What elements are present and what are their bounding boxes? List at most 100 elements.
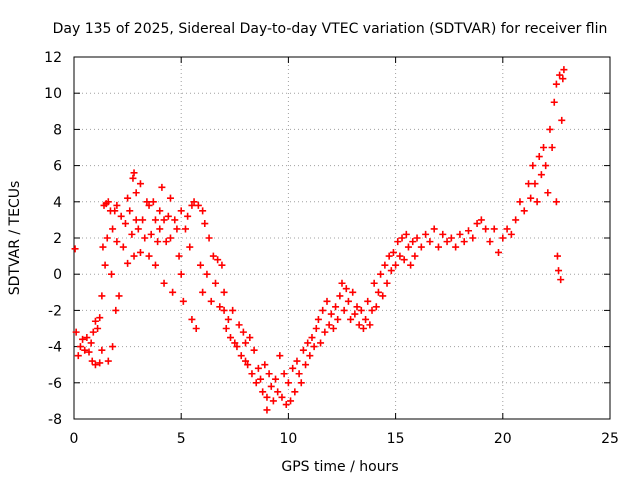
data-point [222,325,230,332]
data-point [233,343,241,351]
data-point [495,248,503,256]
data-point [344,297,352,305]
data-point [177,270,185,278]
data-point [552,198,560,206]
data-point [139,216,147,224]
data-point [482,225,490,233]
data-point [409,238,417,246]
data-point [173,225,181,233]
data-point [175,252,183,260]
data-point [349,288,357,296]
data-point [104,198,112,206]
data-point [357,306,365,314]
data-point [544,189,552,197]
data-point [192,325,200,332]
data-point [248,370,256,378]
data-point [242,357,250,365]
data-point [169,288,177,296]
data-point [336,292,344,300]
data-point [151,216,159,224]
data-point [327,310,335,318]
data-point [164,212,172,220]
data-point [113,201,121,209]
data-point [246,334,254,342]
data-point [136,248,144,256]
data-point [98,292,106,300]
data-point [188,201,196,209]
data-point [533,198,541,206]
data-point [280,370,288,378]
data-point [130,169,138,177]
y-tick-label: 8 [53,122,62,138]
data-point [392,261,400,269]
data-point [124,194,132,202]
y-axis-label: SDTVAR / TECUs [7,181,23,296]
data-point [537,171,545,179]
data-point [160,279,168,287]
data-point [254,364,262,372]
data-point [115,292,123,300]
data-point [237,352,245,360]
y-tick-label: -6 [48,376,62,392]
data-point [332,303,340,311]
data-point [529,162,537,170]
data-point [381,261,389,269]
data-point [379,292,387,300]
data-point [364,297,372,305]
data-point [109,343,117,351]
data-point [94,325,102,332]
data-point [239,328,247,336]
data-point [287,397,295,405]
data-point [99,243,107,251]
data-point [558,116,566,124]
data-point [242,339,250,347]
data-point [276,352,284,360]
data-point [342,285,350,293]
data-point [126,207,134,215]
data-point [387,267,395,275]
data-point [132,189,140,197]
data-point [145,252,153,260]
data-point [101,261,109,269]
tick-labels: 0 5 10 15 20 25 -8 -6 -4 -2 0 2 4 6 8 10 12 [44,50,619,447]
y-tick-label: 12 [44,50,62,66]
data-point [550,98,558,106]
data-point [559,75,567,83]
data-point [160,216,168,224]
y-tick-label: 10 [44,86,62,102]
data-point [553,252,561,260]
data-point [302,361,310,369]
data-point [104,357,112,365]
data-point [535,153,543,161]
data-point [272,375,280,383]
data-point [329,325,337,332]
data-point [372,303,380,311]
data-point [121,220,129,228]
data-point [220,306,228,314]
data-point [117,212,125,220]
data-point [284,379,292,387]
data-point [218,261,226,269]
x-tick-label: 10 [279,431,297,447]
x-tick-label: 20 [494,431,512,447]
data-point [209,252,217,260]
data-point [400,256,408,264]
data-point [181,225,189,233]
data-point [299,346,307,354]
data-point [486,238,494,246]
data-point [212,279,220,287]
data-point [141,234,149,242]
data-point [527,194,535,202]
data-point [477,216,485,224]
data-point [177,207,185,215]
data-point [540,144,548,151]
data-point [108,270,116,278]
data-point [362,315,370,323]
data-point [201,220,209,228]
data-point [81,346,89,354]
data-point [398,234,406,242]
data-point [542,162,550,170]
data-point [443,238,451,246]
data-point [188,315,196,323]
data-point [439,230,447,238]
